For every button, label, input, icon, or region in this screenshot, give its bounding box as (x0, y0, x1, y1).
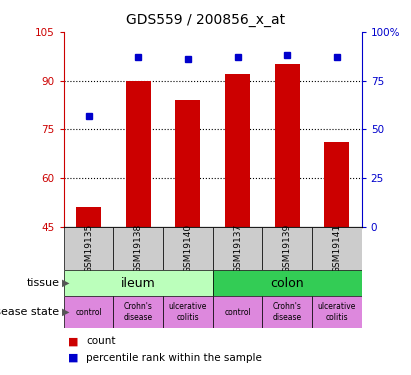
Bar (312, 296, 362, 328)
Text: control: control (224, 308, 251, 316)
Bar (213, 296, 262, 328)
Bar (64, 296, 113, 328)
Text: ▶: ▶ (62, 278, 69, 288)
Text: GSM19140: GSM19140 (183, 224, 192, 273)
Bar (213, 227, 262, 270)
Bar (175, 100, 200, 227)
Text: ■: ■ (68, 353, 79, 363)
Text: ileum: ileum (121, 277, 156, 290)
Text: colon: colon (270, 277, 304, 290)
Bar (163, 296, 213, 328)
Bar (262, 296, 312, 328)
Bar (113, 227, 163, 270)
Bar (324, 142, 349, 227)
Text: disease state: disease state (0, 307, 60, 317)
Bar (163, 227, 213, 270)
Bar (275, 64, 300, 227)
Text: GSM19139: GSM19139 (283, 224, 292, 273)
Text: Crohn's
disease: Crohn's disease (272, 303, 302, 322)
Bar (76, 207, 101, 227)
Text: percentile rank within the sample: percentile rank within the sample (86, 353, 262, 363)
Text: ulcerative
colitis: ulcerative colitis (318, 303, 356, 322)
Text: ▶: ▶ (62, 307, 69, 317)
Text: ulcerative
colitis: ulcerative colitis (169, 303, 207, 322)
Text: control: control (75, 308, 102, 316)
Text: ■: ■ (68, 336, 79, 346)
Text: GSM19135: GSM19135 (84, 224, 93, 273)
Bar (113, 296, 163, 328)
Bar (312, 227, 362, 270)
Text: count: count (86, 336, 116, 346)
Bar (213, 270, 362, 296)
Text: GSM19137: GSM19137 (233, 224, 242, 273)
Bar (64, 270, 213, 296)
Bar (64, 227, 113, 270)
Bar (225, 74, 250, 227)
Bar (262, 227, 312, 270)
Bar (126, 81, 150, 227)
Text: GSM19141: GSM19141 (332, 224, 342, 273)
Text: tissue: tissue (27, 278, 60, 288)
Text: GSM19138: GSM19138 (134, 224, 143, 273)
Text: GDS559 / 200856_x_at: GDS559 / 200856_x_at (126, 13, 285, 27)
Text: Crohn's
disease: Crohn's disease (124, 303, 153, 322)
